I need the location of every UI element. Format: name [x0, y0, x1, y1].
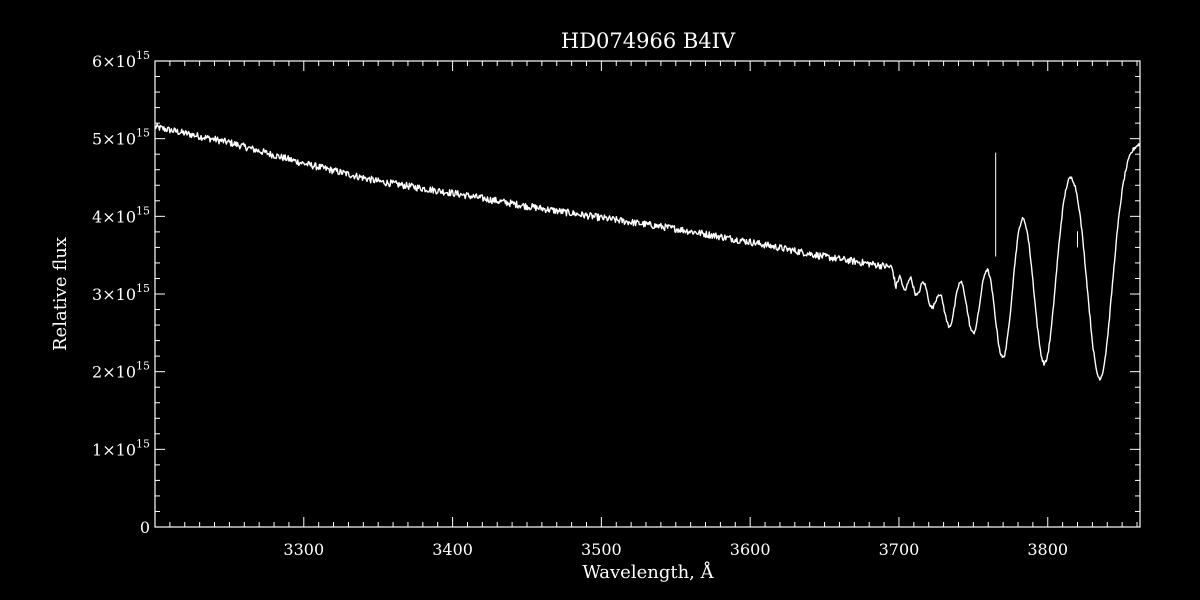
x-tick-label: 3700 [879, 540, 920, 559]
y-tick-base: ×10 [102, 207, 136, 226]
y-tick-label: 1×1015 [92, 437, 150, 459]
y-tick-exponent: 15 [136, 437, 150, 450]
y-tick-base: ×10 [102, 130, 136, 149]
y-tick-mantissa: 5 [92, 130, 102, 149]
y-tick-exponent: 15 [136, 49, 150, 62]
y-tick-label: 4×1015 [92, 204, 150, 226]
x-tick-label: 3300 [283, 540, 324, 559]
y-tick-exponent: 15 [136, 282, 150, 295]
x-axis-title: Wavelength, Å [582, 561, 714, 583]
y-tick-mantissa: 4 [92, 207, 102, 226]
y-tick-base: ×10 [102, 363, 136, 382]
x-tick-label: 3600 [730, 540, 771, 559]
y-tick-base: ×10 [102, 52, 136, 71]
y-tick-mantissa: 0 [140, 518, 150, 537]
y-tick-base: ×10 [102, 440, 136, 459]
y-tick-exponent: 15 [136, 127, 150, 140]
y-tick-label: 6×1015 [92, 49, 150, 71]
y-tick-exponent: 15 [136, 360, 150, 373]
spectrum-series-line [154, 123, 1141, 381]
y-tick-mantissa: 2 [92, 363, 102, 382]
y-tick-mantissa: 3 [92, 285, 102, 304]
y-tick-label: 5×1015 [92, 127, 150, 149]
y-tick-mantissa: 6 [92, 52, 102, 71]
narrow-features [995, 152, 1079, 257]
x-tick-label: 3400 [432, 540, 473, 559]
y-tick-base: ×10 [102, 285, 136, 304]
y-tick-exponent: 15 [136, 204, 150, 217]
x-tick-label: 3800 [1027, 540, 1068, 559]
x-axis-ticks [169, 61, 1138, 527]
y-tick-label: 3×1015 [92, 282, 150, 304]
y-axis-ticks [155, 60, 1140, 528]
x-tick-label: 3500 [581, 540, 622, 559]
y-tick-label: 2×1015 [92, 360, 150, 382]
y-tick-mantissa: 1 [92, 440, 102, 459]
y-axis-title: Relative flux [50, 237, 71, 351]
y-tick-label: 0 [140, 518, 150, 537]
x-axis-tick-labels: 3300 3400 3500 3600 3700 3800 [283, 540, 1068, 559]
chart-title: HD074966 B4IV [561, 29, 736, 53]
